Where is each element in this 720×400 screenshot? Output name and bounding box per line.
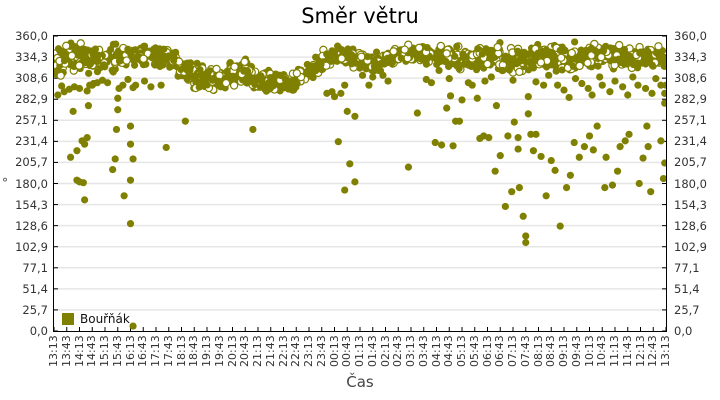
x-tick-label: 04:13 bbox=[429, 335, 443, 367]
x-tick-label: 02:13 bbox=[378, 335, 392, 367]
plot-area bbox=[53, 35, 667, 332]
x-tick-label: 07:13 bbox=[506, 335, 519, 367]
x-tick-label: 08:43 bbox=[544, 335, 558, 367]
x-tick-label: 05:43 bbox=[467, 335, 481, 367]
legend: Bouřňák bbox=[62, 312, 130, 326]
x-tick-label: 02:43 bbox=[391, 335, 405, 367]
scatter-plot bbox=[54, 36, 666, 331]
y-tick-label: 51,4 bbox=[22, 281, 48, 296]
y-tick-label: 180,0 bbox=[15, 176, 48, 191]
y-tick-label: 205,7 bbox=[15, 155, 48, 170]
y-tick-label-right: 282,9 bbox=[674, 92, 707, 107]
x-tick-label: 20:43 bbox=[238, 335, 252, 367]
y-tick-label: 257,1 bbox=[15, 113, 48, 128]
x-tick-label: 07:43 bbox=[518, 335, 532, 367]
x-tick-label: 16:43 bbox=[136, 335, 150, 367]
x-tick-label: 10:13 bbox=[582, 335, 596, 367]
y-tick-label-right: 334,3 bbox=[674, 50, 707, 65]
x-tick-label: 13:43 bbox=[59, 335, 73, 367]
x-tick-label: 09:13 bbox=[557, 335, 570, 367]
x-tick-label: 23:43 bbox=[314, 335, 328, 367]
x-tick-label: 19:13 bbox=[200, 335, 213, 367]
y-tick-label-right: 180,0 bbox=[674, 176, 707, 191]
y-tick-label: 77,1 bbox=[22, 260, 48, 275]
y-tick-label-right: 0,0 bbox=[674, 324, 693, 338]
x-tick-label: 01:43 bbox=[365, 335, 379, 367]
y-tick-label: 102,9 bbox=[15, 239, 48, 254]
x-tick-label: 21:43 bbox=[263, 335, 277, 367]
x-tick-label: 10:43 bbox=[595, 335, 609, 367]
y-tick-label: 128,6 bbox=[15, 218, 48, 233]
y-tick-label-right: 308,6 bbox=[674, 71, 707, 86]
y-tick-label-right: 257,1 bbox=[674, 113, 707, 128]
x-axis-label: Čas bbox=[346, 373, 374, 391]
x-tick-label: 11:43 bbox=[620, 335, 634, 367]
y-tick-label-right: 25,7 bbox=[674, 302, 700, 317]
y-tick-label-right: 51,4 bbox=[674, 281, 700, 296]
y-tick-label: 334,3 bbox=[15, 50, 48, 65]
x-tick-label: 17:43 bbox=[161, 335, 175, 367]
x-tick-label: 15:43 bbox=[110, 335, 124, 367]
x-tick-label: 20:13 bbox=[225, 335, 239, 367]
y-tick-label: 0,0 bbox=[29, 324, 48, 338]
y-tick-label-right: 231,4 bbox=[674, 134, 707, 149]
legend-swatch-icon bbox=[62, 313, 74, 325]
x-tick-label: 15:13 bbox=[98, 335, 111, 367]
y-tick-label-right: 154,3 bbox=[674, 197, 707, 212]
x-tick-label: 06:43 bbox=[493, 335, 507, 367]
y-tick-label: 282,9 bbox=[15, 92, 48, 107]
y-tick-label: 308,6 bbox=[15, 71, 48, 86]
y-tick-label: 154,3 bbox=[15, 197, 48, 212]
x-tick-label: 08:13 bbox=[531, 335, 545, 367]
x-tick-label: 22:13 bbox=[276, 335, 290, 367]
x-tick-label: 00:13 bbox=[327, 335, 341, 367]
y-tick-label-right: 77,1 bbox=[674, 260, 700, 275]
x-tick-label: 09:43 bbox=[569, 335, 583, 367]
x-tick-label: 03:13 bbox=[404, 335, 417, 367]
y-tick-label-right: 102,9 bbox=[674, 239, 707, 254]
x-tick-label: 18:43 bbox=[187, 335, 201, 367]
x-tick-label: 13:13 bbox=[659, 335, 672, 367]
y-tick-label-right: 360,0 bbox=[674, 29, 707, 43]
x-tick-label: 11:13 bbox=[608, 335, 621, 367]
x-tick-label: 12:43 bbox=[646, 335, 660, 367]
x-tick-label: 18:13 bbox=[174, 335, 188, 367]
x-tick-label: 13:13 bbox=[47, 335, 60, 367]
x-tick-label: 14:13 bbox=[72, 335, 86, 367]
y-tick-label-right: 128,6 bbox=[674, 218, 707, 233]
x-tick-label: 22:43 bbox=[289, 335, 303, 367]
x-tick-label: 03:43 bbox=[416, 335, 430, 367]
chart-title: Směr větru bbox=[301, 4, 419, 28]
x-tick-label: 21:13 bbox=[251, 335, 264, 367]
x-tick-label: 01:13 bbox=[353, 335, 366, 367]
x-tick-label: 06:13 bbox=[480, 335, 494, 367]
x-tick-label: 19:43 bbox=[212, 335, 226, 367]
y-tick-label: 25,7 bbox=[22, 302, 48, 317]
y-tick-label: 231,4 bbox=[15, 134, 48, 149]
x-tick-label: 14:43 bbox=[85, 335, 99, 367]
y-axis-label: ° bbox=[2, 176, 8, 190]
y-tick-label: 360,0 bbox=[15, 29, 48, 43]
x-tick-label: 12:13 bbox=[633, 335, 647, 367]
legend-label: Bouřňák bbox=[80, 312, 130, 326]
y-tick-label-right: 205,7 bbox=[674, 155, 707, 170]
x-tick-label: 05:13 bbox=[455, 335, 468, 367]
x-tick-label: 16:13 bbox=[123, 335, 137, 367]
x-tick-label: 00:43 bbox=[340, 335, 354, 367]
x-tick-label: 17:13 bbox=[149, 335, 162, 367]
x-tick-label: 04:43 bbox=[442, 335, 456, 367]
x-tick-label: 23:13 bbox=[302, 335, 315, 367]
